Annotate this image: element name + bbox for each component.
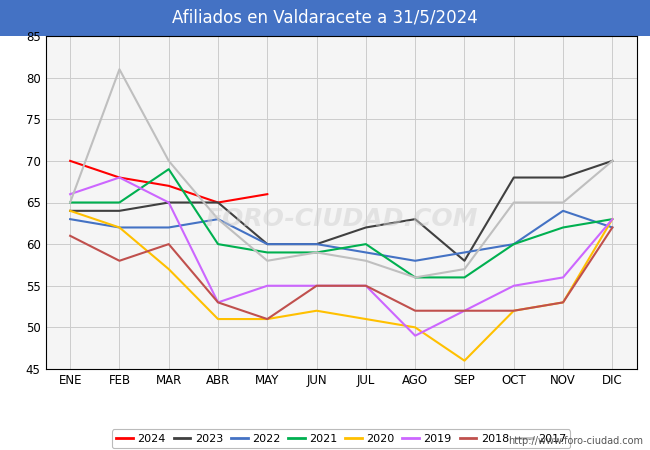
Text: http://www.foro-ciudad.com: http://www.foro-ciudad.com (508, 436, 644, 446)
Text: FORO-CIUDAD.COM: FORO-CIUDAD.COM (205, 207, 478, 231)
Text: Afiliados en Valdaracete a 31/5/2024: Afiliados en Valdaracete a 31/5/2024 (172, 9, 478, 27)
Legend: 2024, 2023, 2022, 2021, 2020, 2019, 2018, 2017: 2024, 2023, 2022, 2021, 2020, 2019, 2018… (112, 429, 571, 448)
